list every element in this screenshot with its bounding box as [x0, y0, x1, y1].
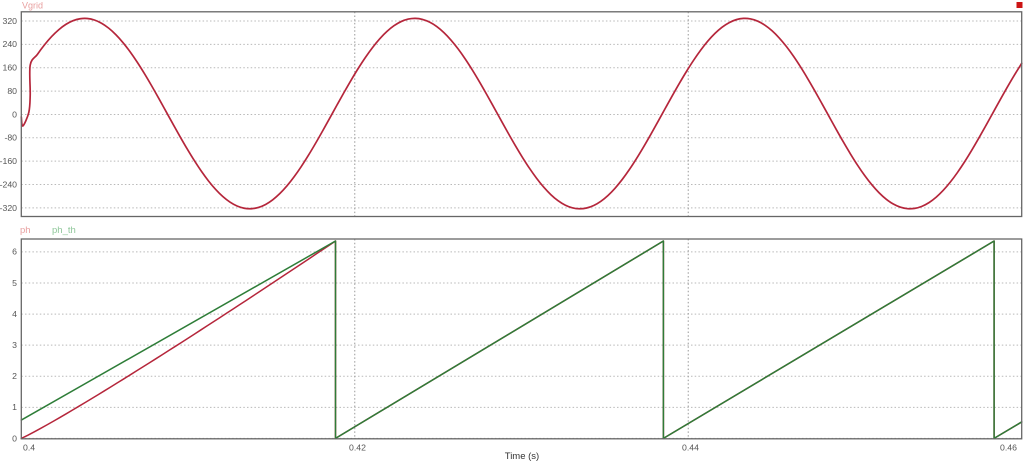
svg-text:0.44: 0.44 [682, 443, 699, 453]
svg-text:-160: -160 [0, 156, 17, 166]
svg-text:0: 0 [12, 433, 17, 443]
svg-text:0.42: 0.42 [349, 443, 366, 453]
svg-text:Time (s): Time (s) [505, 451, 539, 462]
svg-text:0.4: 0.4 [23, 443, 35, 453]
svg-text:ph: ph [20, 225, 31, 236]
svg-text:3: 3 [12, 340, 17, 350]
svg-text:ph_th: ph_th [52, 225, 76, 236]
svg-text:160: 160 [3, 63, 18, 73]
svg-text:240: 240 [3, 39, 18, 49]
svg-text:-320: -320 [0, 203, 17, 213]
svg-text:320: 320 [3, 16, 18, 26]
svg-text:2: 2 [12, 371, 17, 381]
svg-text:6: 6 [12, 247, 17, 257]
svg-text:80: 80 [7, 86, 17, 96]
svg-text:-240: -240 [0, 179, 17, 189]
svg-text:0.46: 0.46 [1000, 443, 1017, 453]
svg-text:-80: -80 [4, 133, 17, 143]
svg-text:0: 0 [12, 109, 17, 119]
svg-text:4: 4 [12, 309, 17, 319]
svg-text:Vgrid: Vgrid [22, 1, 43, 11]
svg-text:5: 5 [12, 278, 17, 288]
svg-text:1: 1 [12, 402, 17, 412]
